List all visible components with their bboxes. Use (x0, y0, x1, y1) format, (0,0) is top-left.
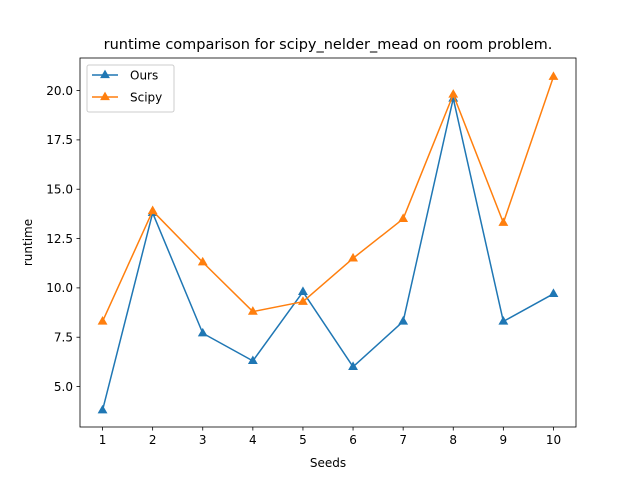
data-point-ours (298, 286, 308, 295)
series-line-ours (101, 97, 554, 411)
legend: Ours Scipy (86, 64, 175, 113)
legend-marker-ours (100, 69, 110, 79)
data-point-scipy (197, 256, 208, 266)
x-axis-ticks: 1 2 3 4 5 6 7 8 9 10 (99, 427, 561, 447)
data-point-scipy (398, 213, 409, 222)
x-tick-label: 6 (349, 433, 357, 447)
data-point-ours (548, 288, 559, 297)
x-tick-label: 1 (99, 433, 107, 447)
data-point-scipy (247, 306, 258, 315)
data-point-ours (97, 404, 108, 414)
data-point-scipy (498, 217, 509, 226)
x-tick-label: 9 (500, 433, 508, 447)
data-point-ours (348, 361, 358, 370)
x-tick-label: 2 (149, 433, 157, 447)
x-axis-label: Seeds (310, 456, 346, 470)
data-point-ours (247, 355, 258, 365)
y-tick-label: 10.0 (46, 281, 73, 295)
plot-frame (79, 57, 577, 428)
chart-title: runtime comparison for scipy_nelder_mead… (104, 37, 553, 53)
x-tick-label: 10 (546, 433, 561, 447)
data-point-scipy (348, 252, 358, 262)
data-point-ours (398, 316, 409, 325)
legend-label-scipy: Scipy (130, 90, 162, 104)
y-tick-label: 5.0 (54, 380, 73, 394)
data-point-scipy (298, 296, 308, 305)
x-tick-label: 7 (399, 433, 407, 447)
y-axis-ticks: 5.0 7.5 10.0 12.5 15.0 17.5 20.0 (46, 84, 80, 394)
x-tick-label: 5 (299, 433, 307, 447)
x-tick-label: 4 (249, 433, 257, 447)
y-tick-label: 7.5 (54, 331, 73, 345)
data-point-scipy (97, 316, 108, 325)
data-point-ours (197, 327, 208, 337)
data-point-scipy (147, 205, 158, 215)
legend-label-ours: Ours (130, 68, 158, 82)
y-tick-label: 12.5 (46, 232, 73, 246)
y-tick-label: 15.0 (46, 183, 73, 197)
series-line-scipy (101, 76, 555, 322)
data-point-scipy (548, 71, 559, 80)
series-layer (97, 71, 559, 414)
y-tick-label: 17.5 (46, 133, 73, 147)
x-tick-label: 8 (449, 433, 457, 447)
data-point-scipy (448, 89, 459, 98)
y-axis-label: runtime (21, 219, 35, 266)
y-tick-label: 20.0 (46, 84, 73, 98)
data-point-ours (498, 316, 509, 325)
x-tick-label: 3 (199, 433, 207, 447)
legend-marker-scipy (100, 91, 110, 101)
